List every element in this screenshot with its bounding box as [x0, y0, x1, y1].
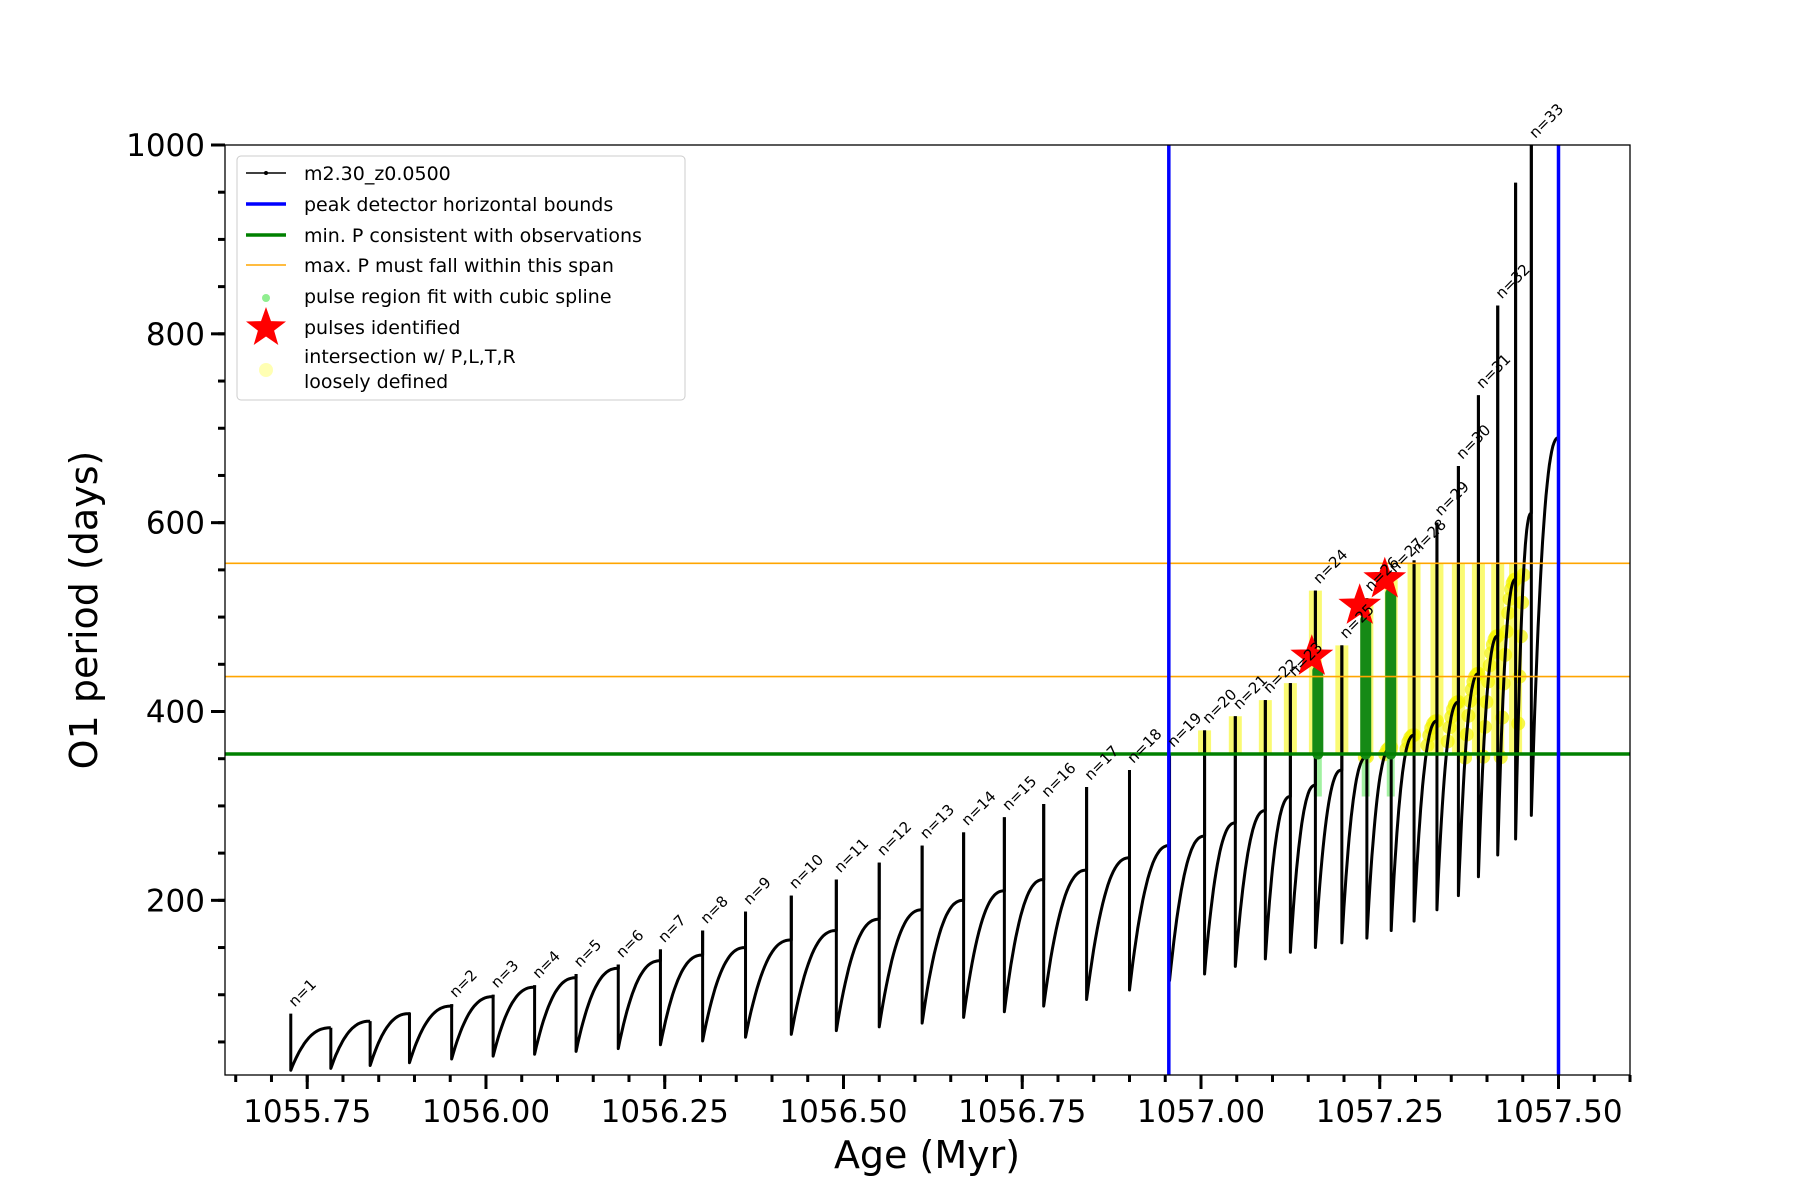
y-tick-label: 200: [146, 883, 205, 919]
series-m2-30-z0-0500: [289, 145, 1559, 1072]
series-pulse-curve: [1389, 560, 1416, 933]
series-pulse-curve: [407, 1004, 454, 1065]
x-tick-label: 1055.75: [243, 1094, 371, 1130]
axes: 1055.75 1056.00 1056.25 1056.50 1056.75 1057.…: [126, 128, 1632, 1130]
series-pulse-curve: [616, 949, 662, 1051]
series-pulse-curve: [744, 895, 793, 1039]
plot-area: [225, 145, 1630, 1075]
legend-label: m2.30_z0.0500: [304, 163, 451, 185]
series-pulse-curve: [450, 994, 495, 1061]
series-pulse-curve: [789, 879, 838, 1036]
x-tick-label: 1056.50: [779, 1094, 907, 1130]
series-pulse-curve: [574, 964, 620, 1053]
legend-handle-lightgreen: [262, 294, 270, 302]
series-pulse-curve: [658, 930, 705, 1047]
series-pulse-curve: [1085, 770, 1131, 1001]
legend-label: peak detector horizontal bounds: [304, 194, 613, 216]
legend-label: min. P consistent with observations: [304, 225, 642, 247]
series-pulse-curve: [329, 1019, 372, 1070]
x-axis-title: Age (Myr): [834, 1133, 1020, 1177]
series-pulse-curve: [1168, 730, 1207, 983]
pulse-identified-star: [1290, 634, 1334, 675]
legend-handle-star: [246, 307, 286, 345]
series-pulse-curve: [1203, 716, 1237, 976]
series-pulse-curve: [1529, 145, 1559, 817]
legend-label: pulse region fit with cubic spline: [304, 286, 612, 308]
series-pulse-curve: [920, 832, 966, 1025]
legend-label: pulses identified: [304, 317, 460, 339]
y-axis-title: O1 period (days): [62, 451, 106, 770]
series-pulse-curve: [368, 1012, 411, 1068]
pulse-identified-star: [1338, 583, 1382, 624]
series-pulse-curve: [1412, 522, 1439, 923]
x-tick-label: 1056.25: [601, 1094, 729, 1130]
x-tick-label: 1056.75: [958, 1094, 1086, 1130]
series-pulse-curve: [1435, 466, 1460, 912]
series-pulse-curve: [533, 973, 578, 1056]
legend-label: max. P must fall within this span: [304, 255, 614, 277]
series-pulse-curve: [1313, 590, 1344, 950]
x-tick-label: 1057.00: [1137, 1094, 1265, 1130]
y-tick-label: 800: [146, 317, 205, 353]
series-pulse-curve: [1002, 804, 1046, 1014]
reference-lines: [225, 145, 1630, 1075]
legend-handle-series-marker: [264, 171, 268, 175]
series-pulse-curve: [1233, 700, 1267, 968]
series-pulse-curve: [1288, 590, 1317, 954]
series-pulse-curve: [834, 862, 881, 1033]
series-pulse-curve: [1263, 683, 1292, 961]
series-pulse-curve: [1456, 395, 1480, 898]
y-tick-label: 600: [146, 506, 205, 542]
series-pulse-curve: [1514, 145, 1533, 841]
y-tick-label: 1000: [126, 128, 205, 164]
series-pulse-curve: [877, 845, 924, 1029]
legend-label: intersection w/ P,L,T,R: [304, 346, 516, 368]
series-pulse-curve: [701, 911, 748, 1043]
series-pulse-curve: [1127, 753, 1172, 992]
series-pulse-curve: [491, 985, 537, 1058]
series-pulse-curve: [1476, 305, 1500, 879]
legend-label-continued: loosely defined: [304, 371, 448, 393]
x-tick-label: 1057.25: [1316, 1094, 1444, 1130]
plot-frame: [224, 144, 1631, 1076]
pulse-identified-star: [1363, 556, 1407, 598]
legend-box: [236, 155, 686, 401]
pulse-region-bars: [1312, 587, 1397, 760]
legend-handle-yellow: [259, 363, 273, 377]
series-pulse-curve: [962, 817, 1006, 1019]
x-tick-label: 1056.00: [422, 1094, 550, 1130]
pulse-label: n=33: [1525, 100, 1567, 142]
series-pulse-curve: [289, 1013, 333, 1072]
y-tick-label: 400: [146, 694, 205, 730]
x-tick-label: 1057.50: [1494, 1094, 1622, 1130]
pulses-identified-stars: [1290, 556, 1407, 675]
series-pulse-curve: [1042, 787, 1089, 1008]
series-pulse-curve: [1496, 182, 1518, 857]
